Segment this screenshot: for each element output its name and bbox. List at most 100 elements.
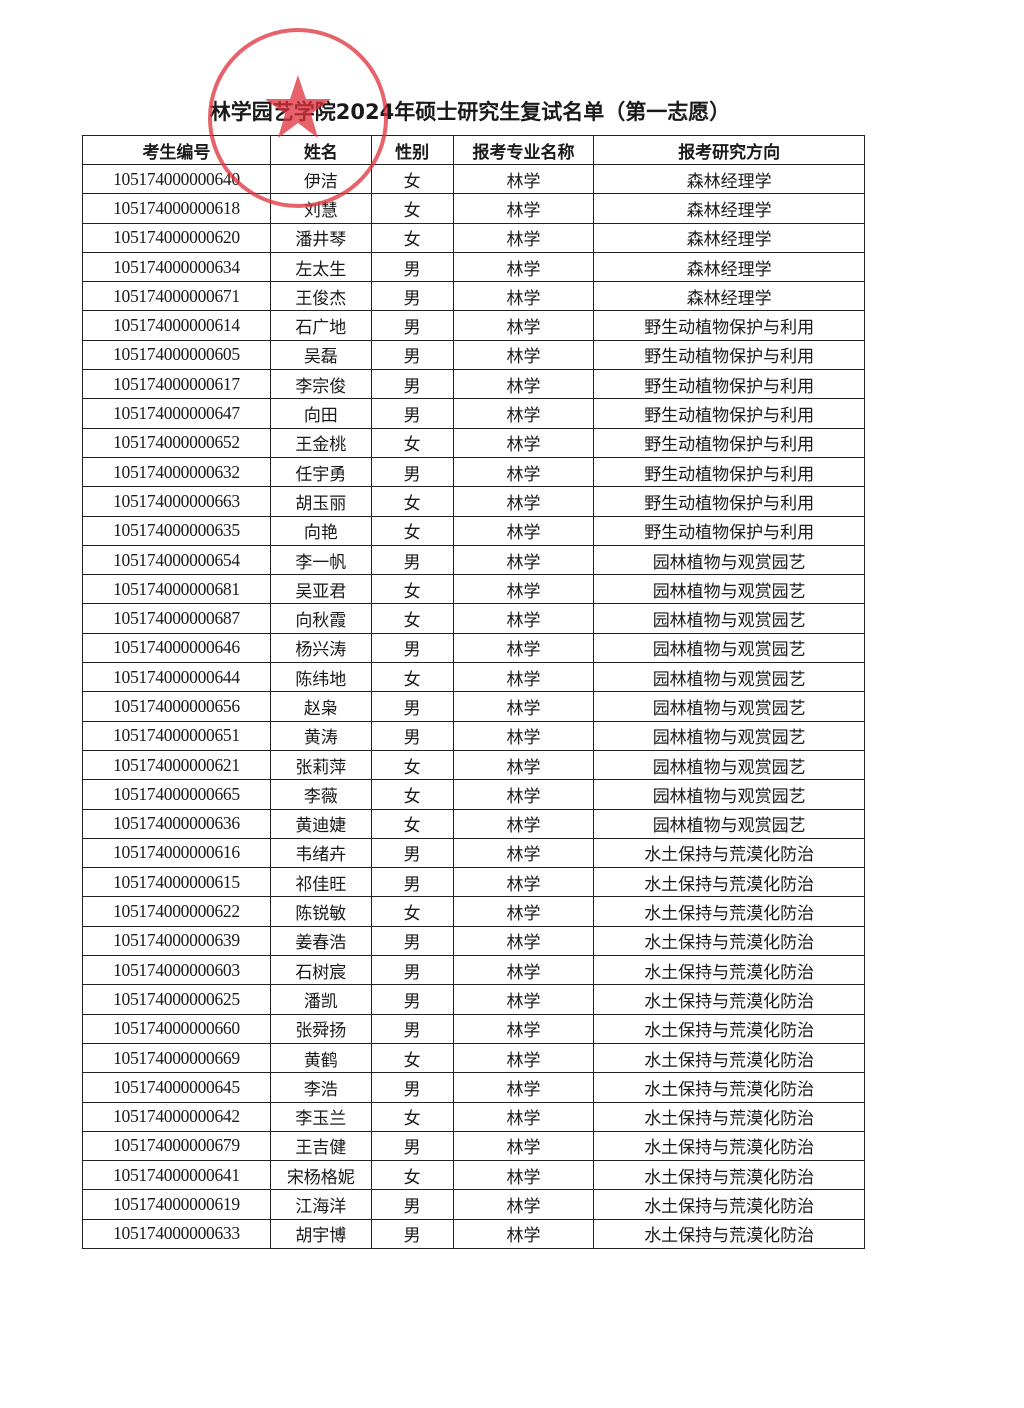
cell-major: 林学 <box>452 837 595 869</box>
cell-gender: 女 <box>370 574 454 605</box>
cell-major: 林学 <box>452 720 595 751</box>
table-row: 105174000000639 姜春浩男林学 水土保持与荒漠化防治 <box>82 925 865 957</box>
cell-name: 石广地 <box>269 310 372 341</box>
cell-major: 林学 <box>452 808 595 839</box>
cell-major: 林学 <box>452 544 595 576</box>
table-row: 105174000000671 王俊杰男林学 森林经理学 <box>82 281 865 312</box>
cell-gender: 女 <box>370 193 454 224</box>
cell-exam-id: 105174000000622 <box>82 896 271 927</box>
table-row: 105174000000681 吴亚君女林学 园林植物与观赏园艺 <box>82 574 865 605</box>
cell-gender: 女 <box>370 1042 454 1074</box>
cell-gender: 男 <box>370 369 454 400</box>
cell-name: 祁佳旺 <box>269 867 372 898</box>
table-row: 105174000000687 向秋霞女林学 园林植物与观赏园艺 <box>82 603 865 634</box>
table-row: 105174000000617 李宗俊男林学 野生动植物保护与利用 <box>82 369 865 400</box>
cell-gender: 女 <box>370 486 454 517</box>
cell-name: 王俊杰 <box>269 281 372 312</box>
table-row: 105174000000652 王金桃女林学 野生动植物保护与利用 <box>82 427 865 458</box>
table-row: 105174000000646 杨兴涛男林学 园林植物与观赏园艺 <box>82 632 865 664</box>
cell-major: 林学 <box>452 193 595 224</box>
cell-major: 林学 <box>452 369 595 400</box>
cell-major: 林学 <box>452 1160 595 1191</box>
cell-exam-id: 105174000000603 <box>82 955 271 986</box>
cell-gender: 男 <box>370 1072 454 1103</box>
cell-direction: 野生动植物保护与利用 <box>593 515 865 546</box>
cell-name: 李玉兰 <box>269 1101 372 1132</box>
cell-major: 林学 <box>452 427 595 458</box>
cell-name: 江海洋 <box>269 1189 372 1220</box>
cell-direction: 水土保持与荒漠化防治 <box>593 1189 865 1220</box>
table-row: 105174000000642 李玉兰女林学 水土保持与荒漠化防治 <box>82 1101 865 1132</box>
cell-gender: 女 <box>370 222 454 253</box>
cell-direction: 水土保持与荒漠化防治 <box>593 1013 865 1044</box>
cell-exam-id: 105174000000625 <box>82 984 271 1015</box>
column-header-major: 报考专业名称 <box>452 135 595 165</box>
cell-major: 林学 <box>452 281 595 312</box>
cell-direction: 水土保持与荒漠化防治 <box>593 1130 865 1162</box>
cell-name: 李薇 <box>269 779 372 810</box>
cell-major: 林学 <box>452 1013 595 1044</box>
table-row: 105174000000621 张莉萍女林学 园林植物与观赏园艺 <box>82 749 865 781</box>
cell-name: 任宇勇 <box>269 456 372 488</box>
cell-exam-id: 105174000000620 <box>82 222 271 253</box>
cell-major: 林学 <box>452 662 595 693</box>
cell-gender: 男 <box>370 632 454 664</box>
cell-name: 潘井琴 <box>269 222 372 253</box>
cell-major: 林学 <box>452 398 595 429</box>
table-row: 105174000000619 江海洋男林学 水土保持与荒漠化防治 <box>82 1189 865 1220</box>
table-row: 105174000000615 祁佳旺男林学 水土保持与荒漠化防治 <box>82 867 865 898</box>
column-header-id: 考生编号 <box>82 135 271 165</box>
cell-direction: 森林经理学 <box>593 222 865 253</box>
cell-gender: 男 <box>370 398 454 429</box>
cell-direction: 园林植物与观赏园艺 <box>593 691 865 722</box>
cell-name: 陈纬地 <box>269 662 372 693</box>
cell-exam-id: 105174000000633 <box>82 1218 271 1249</box>
table-row: 105174000000660 张舜扬男林学 水土保持与荒漠化防治 <box>82 1013 865 1044</box>
cell-direction: 野生动植物保护与利用 <box>593 486 865 517</box>
cell-gender: 男 <box>370 720 454 751</box>
cell-direction: 园林植物与观赏园艺 <box>593 662 865 693</box>
cell-gender: 女 <box>370 427 454 458</box>
cell-direction: 野生动植物保护与利用 <box>593 398 865 429</box>
cell-exam-id: 105174000000632 <box>82 456 271 488</box>
cell-direction: 水土保持与荒漠化防治 <box>593 955 865 986</box>
cell-exam-id: 105174000000644 <box>82 662 271 693</box>
cell-gender: 男 <box>370 925 454 957</box>
document-title: 林学园艺学院2024年硕士研究生复试名单（第一志愿） <box>209 100 731 124</box>
cell-exam-id: 105174000000616 <box>82 837 271 869</box>
cell-major: 林学 <box>452 896 595 927</box>
cell-major: 林学 <box>452 925 595 957</box>
cell-gender: 女 <box>370 1160 454 1191</box>
cell-exam-id: 105174000000642 <box>82 1101 271 1132</box>
cell-gender: 女 <box>370 662 454 693</box>
table-row: 105174000000654 李一帆男林学 园林植物与观赏园艺 <box>82 544 865 576</box>
cell-exam-id: 105174000000639 <box>82 925 271 957</box>
table-row: 105174000000651 黄涛男林学 园林植物与观赏园艺 <box>82 720 865 751</box>
cell-exam-id: 105174000000665 <box>82 779 271 810</box>
cell-name: 吴亚君 <box>269 574 372 605</box>
cell-name: 石树宸 <box>269 955 372 986</box>
cell-direction: 野生动植物保护与利用 <box>593 339 865 371</box>
cell-name: 伊洁 <box>269 163 372 195</box>
cell-major: 林学 <box>452 691 595 722</box>
cell-exam-id: 105174000000617 <box>82 369 271 400</box>
cell-exam-id: 105174000000621 <box>82 749 271 781</box>
cell-gender: 男 <box>370 339 454 371</box>
cell-direction: 森林经理学 <box>593 163 865 195</box>
cell-name: 左太生 <box>269 251 372 283</box>
cell-gender: 女 <box>370 603 454 634</box>
cell-gender: 女 <box>370 779 454 810</box>
cell-direction: 森林经理学 <box>593 251 865 283</box>
cell-gender: 男 <box>370 1218 454 1249</box>
table-row: 105174000000635 向艳女林学 野生动植物保护与利用 <box>82 515 865 546</box>
cell-exam-id: 105174000000651 <box>82 720 271 751</box>
cell-direction: 水土保持与荒漠化防治 <box>593 1160 865 1191</box>
cell-exam-id: 105174000000618 <box>82 193 271 224</box>
cell-gender: 男 <box>370 867 454 898</box>
table-row: 105174000000644 陈纬地女林学 园林植物与观赏园艺 <box>82 662 865 693</box>
table-row: 105174000000633 胡宇博男林学 水土保持与荒漠化防治 <box>82 1218 865 1249</box>
cell-name: 向秋霞 <box>269 603 372 634</box>
cell-gender: 男 <box>370 1130 454 1162</box>
candidate-table: 考生编号 姓名 性别 报考专业名称 报考研究方向 105174000000640… <box>82 135 865 1249</box>
table-row: 105174000000620 潘井琴女林学 森林经理学 <box>82 222 865 253</box>
